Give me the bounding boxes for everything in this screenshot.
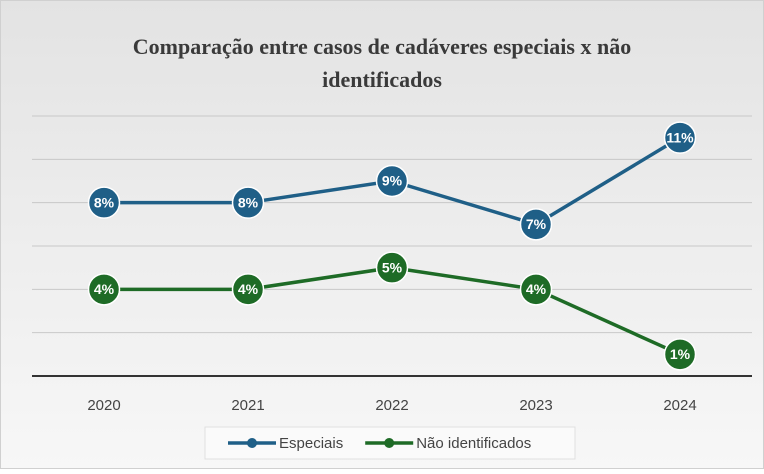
legend-marker [384, 438, 395, 448]
x-tick-label: 2020 [87, 397, 120, 414]
data-label: 1% [670, 346, 691, 362]
x-tick-label: 2024 [663, 397, 696, 414]
legend-label: Não identificados [416, 435, 531, 452]
data-label: 5% [382, 259, 403, 275]
data-point [231, 273, 265, 306]
data-point [231, 186, 265, 219]
data-label: 9% [382, 173, 403, 189]
data-point [519, 208, 553, 241]
data-point [375, 164, 409, 198]
data-point [375, 251, 409, 284]
data-label: 11% [666, 129, 694, 145]
data-label: 4% [238, 281, 259, 297]
data-point [87, 273, 121, 306]
legend-label: Especiais [279, 435, 343, 452]
data-label: 8% [94, 194, 115, 210]
data-point [87, 186, 121, 219]
data-point [663, 121, 697, 154]
data-point [663, 338, 697, 371]
data-label: 4% [526, 281, 547, 297]
data-label: 8% [238, 194, 259, 210]
legend-marker [247, 438, 257, 448]
data-label: 4% [94, 281, 115, 297]
x-tick-label: 2022 [375, 397, 408, 414]
x-tick-label: 2021 [231, 397, 264, 414]
data-label: 7% [526, 216, 547, 232]
x-tick-label: 2023 [519, 397, 552, 414]
data-point [519, 273, 553, 306]
chart-title: Comparação entre casos de cadáveres espe… [132, 34, 632, 92]
